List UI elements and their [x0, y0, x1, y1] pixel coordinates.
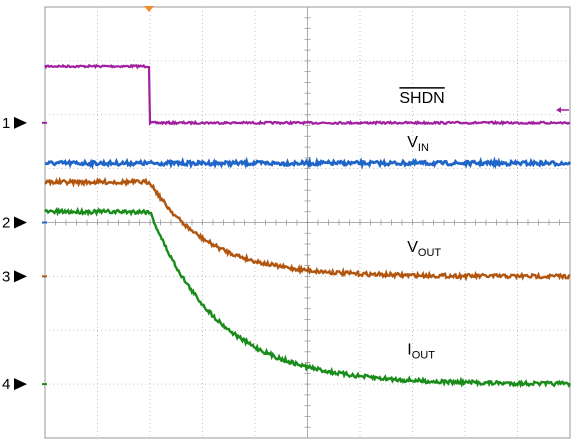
- trace-i-out: [44, 206, 571, 389]
- channel-4-arrow: [14, 378, 27, 391]
- channel-3-label: 3: [2, 268, 10, 285]
- trigger-marker: [144, 6, 154, 12]
- reference-arrow: [556, 107, 569, 113]
- channel-1-label: 1: [2, 115, 10, 132]
- trace-labels: SHDN VIN VOUT IOUT: [399, 87, 445, 361]
- channel-2-label: 2: [2, 215, 10, 232]
- label-i-out: IOUT: [407, 341, 435, 361]
- trace-shdn: [44, 63, 571, 126]
- channel-2-arrow: [14, 216, 27, 229]
- channel-markers: 1 2 3 4: [2, 115, 47, 393]
- trace-v-out: [44, 176, 571, 282]
- label-shdn: SHDN: [399, 90, 444, 107]
- label-v-in: VIN: [407, 134, 429, 154]
- channel-1-arrow: [14, 116, 27, 129]
- traces: [44, 63, 571, 389]
- graticule: [44, 6, 571, 439]
- label-v-out: VOUT: [407, 239, 441, 259]
- channel-4-label: 4: [2, 376, 10, 393]
- trace-v-in: [44, 156, 571, 170]
- channel-3-arrow: [14, 270, 27, 283]
